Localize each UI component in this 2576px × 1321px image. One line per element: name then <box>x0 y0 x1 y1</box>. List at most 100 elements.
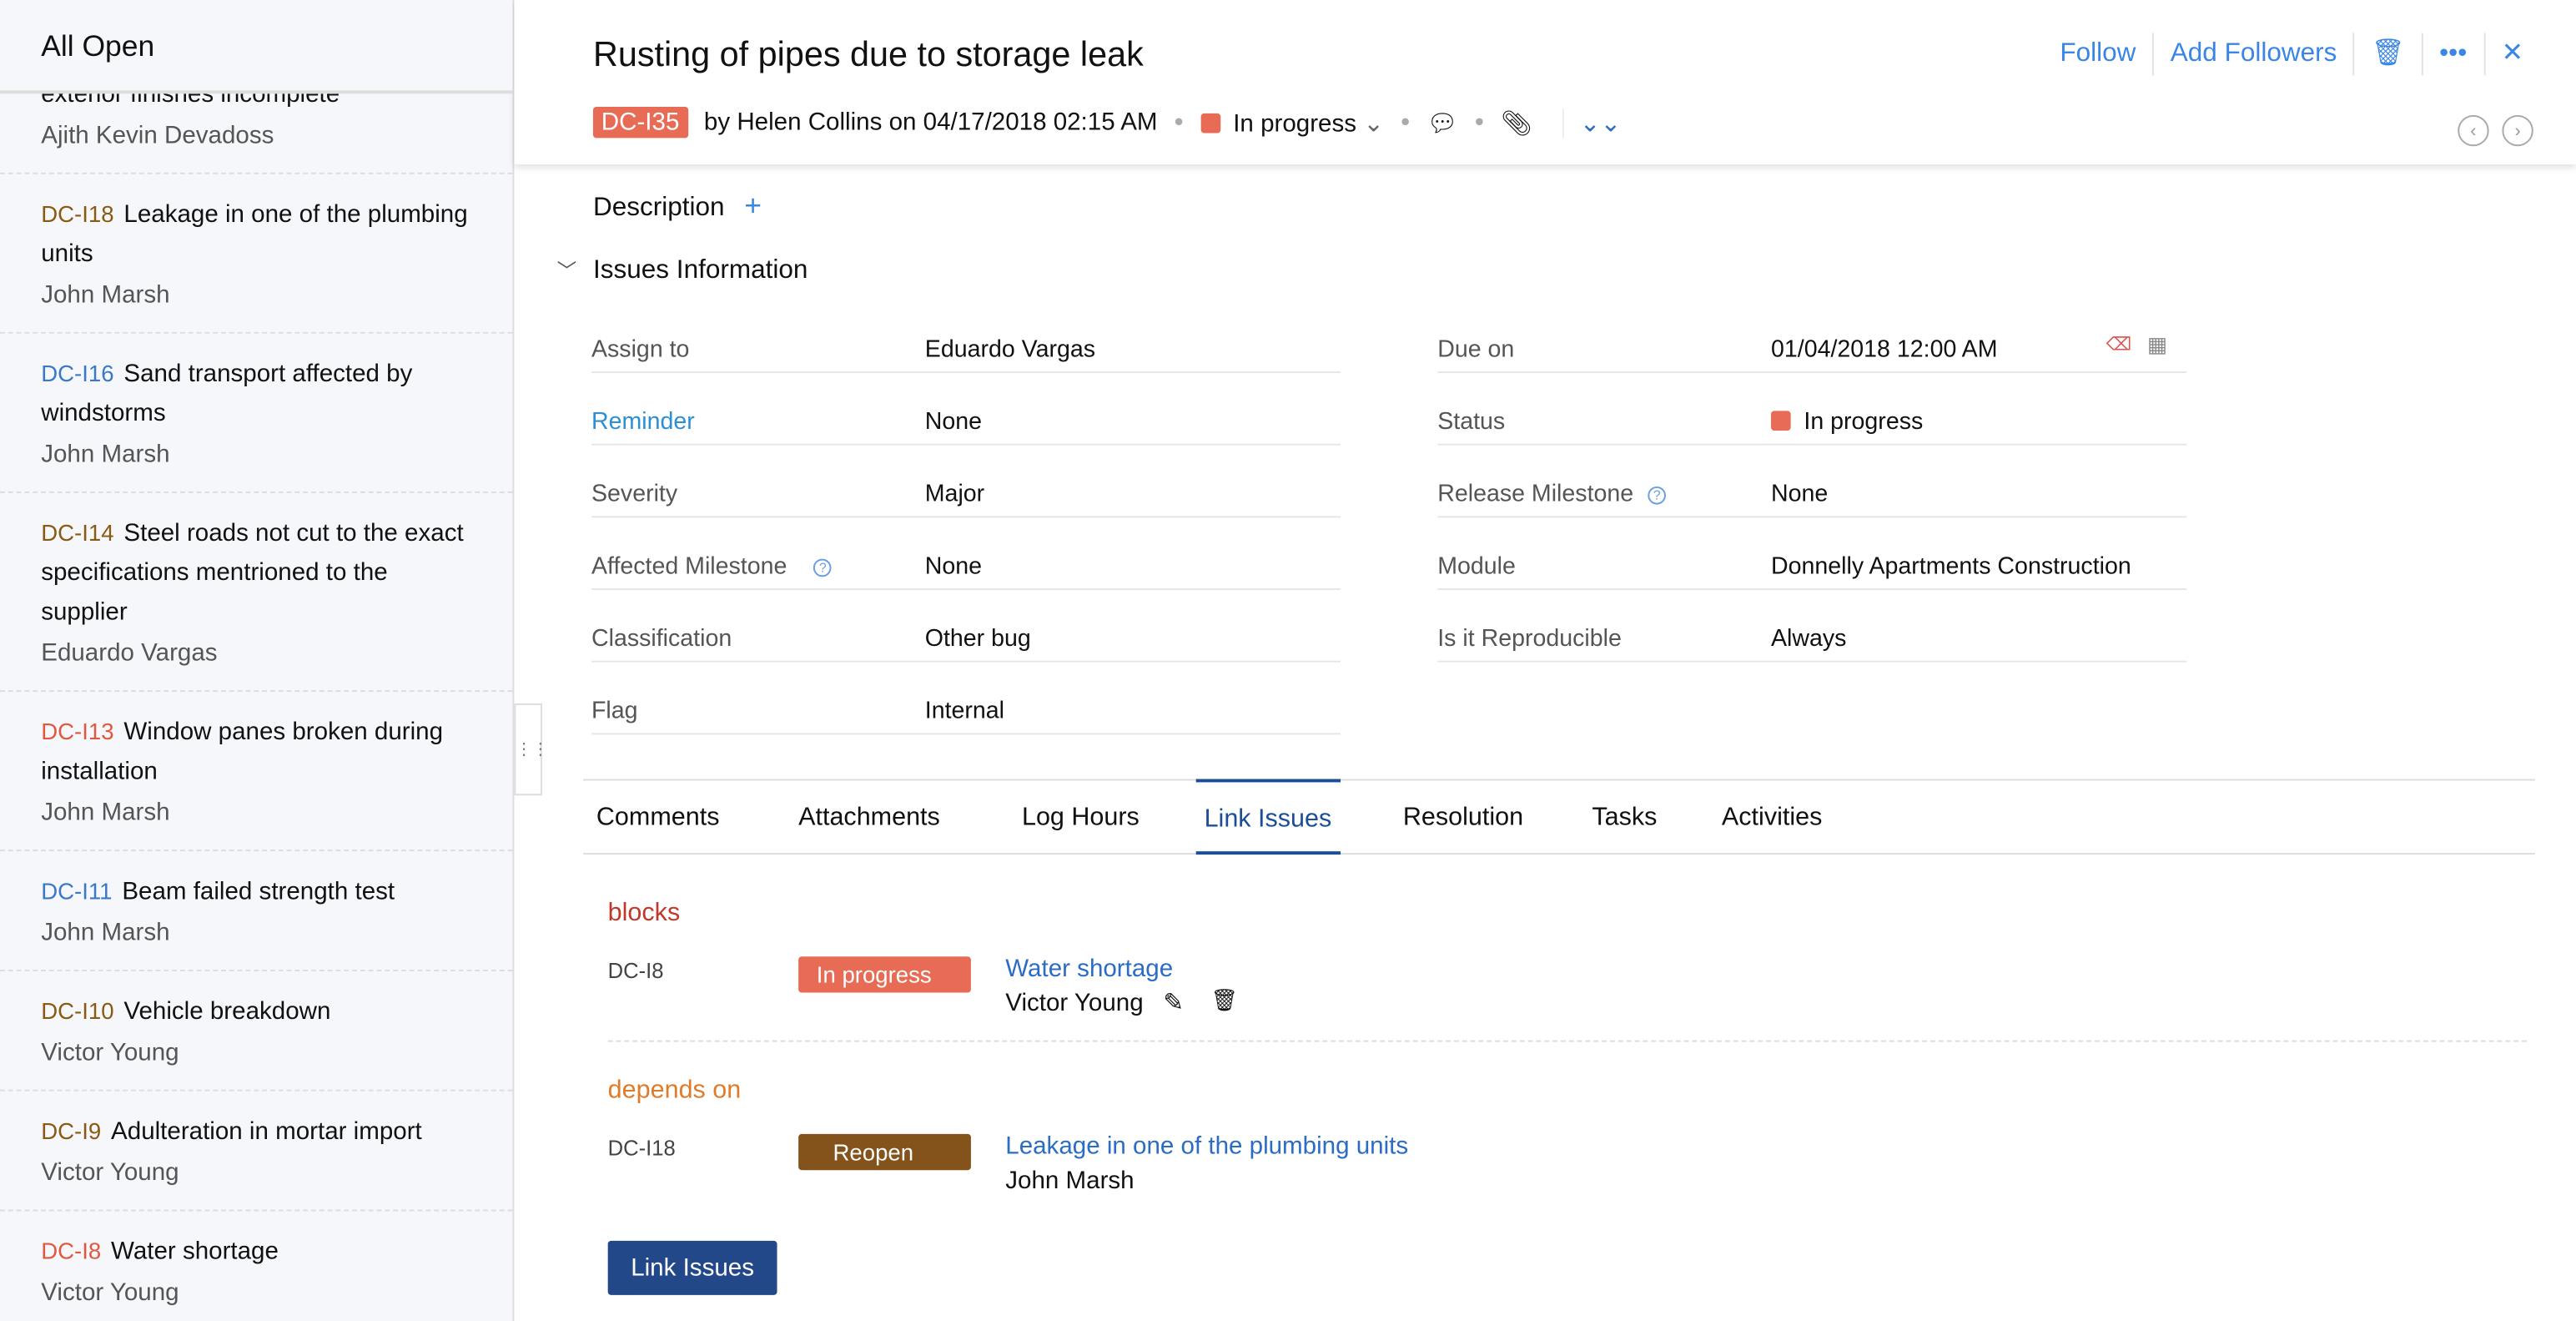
trash-icon[interactable]: 🗑 <box>1210 987 1238 1013</box>
add-description-button[interactable]: + <box>744 189 762 222</box>
list-item[interactable]: DC-I18 Leakage in one of the plumbing uni… <box>0 174 513 334</box>
field-row: Reminder None <box>591 401 1341 446</box>
assignee-name: John Marsh <box>41 440 170 469</box>
field-value[interactable]: Donnelly Apartments Construction <box>1771 554 2131 581</box>
expand-icon[interactable]: ⌄⌄ <box>1562 107 1621 138</box>
status-dropdown[interactable]: In progress ⌄ <box>1200 108 1384 137</box>
field-value[interactable]: In progress <box>1771 409 1923 436</box>
field-row: Status In progress <box>1437 401 2187 446</box>
tab-tasks[interactable]: Tasks <box>1592 804 1658 832</box>
list-item[interactable]: DC-I13 Window panes broken during install… <box>0 692 513 852</box>
linked-issue-id: DC-I18 <box>607 1135 676 1161</box>
list-item-title: DC-I14 Steel roads not cut to the exact s… <box>41 493 471 633</box>
description-label: Description <box>592 194 725 222</box>
field-label: Flag <box>591 698 638 725</box>
issue-title: Vehicle breakdown <box>123 997 331 1026</box>
byline: by Helen Collins on 04/17/2018 02:15 AM <box>703 108 1158 137</box>
list-item[interactable]: DC-I9 Adulteration in mortar import Victor… <box>0 1092 513 1212</box>
field-row: Affected Milestone? None <box>591 546 1341 591</box>
field-label: Release Milestone <box>1437 482 1634 508</box>
field-value[interactable]: None <box>925 554 982 581</box>
field-row: Due on 01/04/2018 12:00 AM <box>1437 329 2187 374</box>
field-label: Assign to <box>591 336 690 364</box>
help-icon[interactable]: ? <box>813 558 833 577</box>
field-value[interactable]: Always <box>1771 626 1846 653</box>
status-badge: Reopen <box>798 1133 971 1171</box>
field-row: Severity Major <box>591 473 1341 518</box>
field-value-text: Other bug <box>924 626 1031 653</box>
tab-attachments[interactable]: Attachments <box>798 804 940 832</box>
list-item-title: DC-I18 Leakage in one of the plumbing uni… <box>41 174 471 275</box>
linked-issue-link[interactable]: Water shortage <box>1005 955 1174 983</box>
field-row: Is it Reproducible Always <box>1437 618 2187 663</box>
tab-activities[interactable]: Activities <box>1721 804 1823 832</box>
issue-id: DC-I14 <box>41 519 114 546</box>
comment-icon[interactable]: 💬︎ <box>1426 108 1458 138</box>
edit-icon[interactable]: ✎ <box>1163 989 1185 1018</box>
issue-title: Water shortage <box>111 1237 279 1266</box>
issues-info-label: Issues Information <box>592 256 808 285</box>
status-color-icon <box>1200 112 1220 133</box>
tab-comments[interactable]: Comments <box>596 804 720 832</box>
list-item[interactable]: DC-I16 Sand transport affected by windsto… <box>0 334 513 493</box>
list-item[interactable]: DC-I10 Vehicle breakdown Victor Young <box>0 971 513 1092</box>
field-value[interactable]: None <box>1771 482 1828 508</box>
issue-detail: Rusting of pipes due to storage leak Fol… <box>514 0 2576 1321</box>
assignee-name: John Marsh <box>41 918 170 947</box>
field-row: Module Donnelly Apartments Construction <box>1437 546 2187 591</box>
field-value[interactable]: Major <box>925 482 984 508</box>
issues-info-toggle[interactable]: ﹀ Issues Information <box>557 256 808 285</box>
previous-icon[interactable]: ‹ <box>2458 114 2489 147</box>
field-label: Is it Reproducible <box>1437 626 1622 653</box>
field-value[interactable]: Eduardo Vargas <box>925 337 1095 364</box>
linked-issue-id: DC-I8 <box>607 958 664 983</box>
calendar-icon[interactable]: ▦ <box>2147 331 2168 357</box>
assignee-name: Eduardo Vargas <box>41 639 218 668</box>
issue-title: Steel roads not cut to the exact specifi… <box>41 519 464 627</box>
link-issues-button[interactable]: Link Issues <box>607 1240 777 1295</box>
close-icon[interactable]: ✕ <box>2501 39 2523 68</box>
field-row: Classification Other bug <box>591 618 1341 663</box>
attachment-icon[interactable]: 📎︎ <box>1501 108 1532 138</box>
field-value-text: Major <box>924 482 985 508</box>
field-label: Classification <box>591 626 732 653</box>
issue-id: DC-I10 <box>41 997 114 1024</box>
issue-id-badge: DC-I35 <box>592 107 688 139</box>
next-icon[interactable]: › <box>2502 114 2533 147</box>
tab-resolution[interactable]: Resolution <box>1402 804 1524 832</box>
list-item-title: DC-I11 Beam failed strength test <box>41 851 471 912</box>
list-item-title: DC-I8 Water shortage <box>41 1211 471 1272</box>
field-label: Due on <box>1437 336 1515 364</box>
tab-log-hours[interactable]: Log Hours <box>1021 804 1140 832</box>
status-badge: In progress <box>798 956 971 993</box>
tab-link-issues[interactable]: Link Issues <box>1195 779 1341 855</box>
list-item[interactable]: DC-I8 Water shortage Victor Young <box>0 1211 512 1321</box>
field-value[interactable]: 01/04/2018 12:00 AM <box>1771 337 1998 364</box>
follow-button[interactable]: Follow <box>2044 33 2155 76</box>
help-icon[interactable]: ? <box>1648 486 1667 505</box>
field-label[interactable]: Reminder <box>591 409 695 436</box>
more-icon[interactable]: ••• <box>2423 33 2485 76</box>
field-value-text: In progress <box>1804 409 1924 436</box>
field-value[interactable]: None <box>925 409 982 436</box>
issue-id: DC-I16 <box>41 360 114 386</box>
description-section: Description + <box>593 189 762 223</box>
relation-label: depends on <box>607 1076 742 1105</box>
clear-date-icon[interactable]: ⌫ <box>2106 335 2132 355</box>
field-value-text: 01/04/2018 12:00 AM <box>1771 336 1998 364</box>
assignee-name: John Marsh <box>41 280 170 310</box>
field-value[interactable]: Other bug <box>925 626 1031 653</box>
field-label: Affected Milestone <box>591 553 787 581</box>
resize-handle-icon[interactable]: ⋮⋮ <box>514 703 549 796</box>
issue-title: Window panes broken during installation <box>41 718 444 786</box>
list-item[interactable]: DC-I14 Steel roads not cut to the exact s… <box>0 493 513 693</box>
issue-title: Rusting of pipes due to storage leak <box>592 36 1144 74</box>
issue-header: Rusting of pipes due to storage leak Fol… <box>514 0 2576 164</box>
list-item[interactable]: DC-I11 Beam failed strength test John Mars… <box>0 851 513 971</box>
linked-issue-link[interactable]: Leakage in one of the plumbing units <box>1005 1132 1409 1161</box>
linked-issue-owner: Victor Young <box>1005 989 1144 1018</box>
field-value[interactable]: Internal <box>925 698 1004 725</box>
list-item-title: DC-I13 Window panes broken during install… <box>41 692 471 792</box>
add-followers-button[interactable]: Add Followers <box>2154 33 2356 76</box>
trash-icon[interactable]: 🗑 <box>2355 33 2423 76</box>
